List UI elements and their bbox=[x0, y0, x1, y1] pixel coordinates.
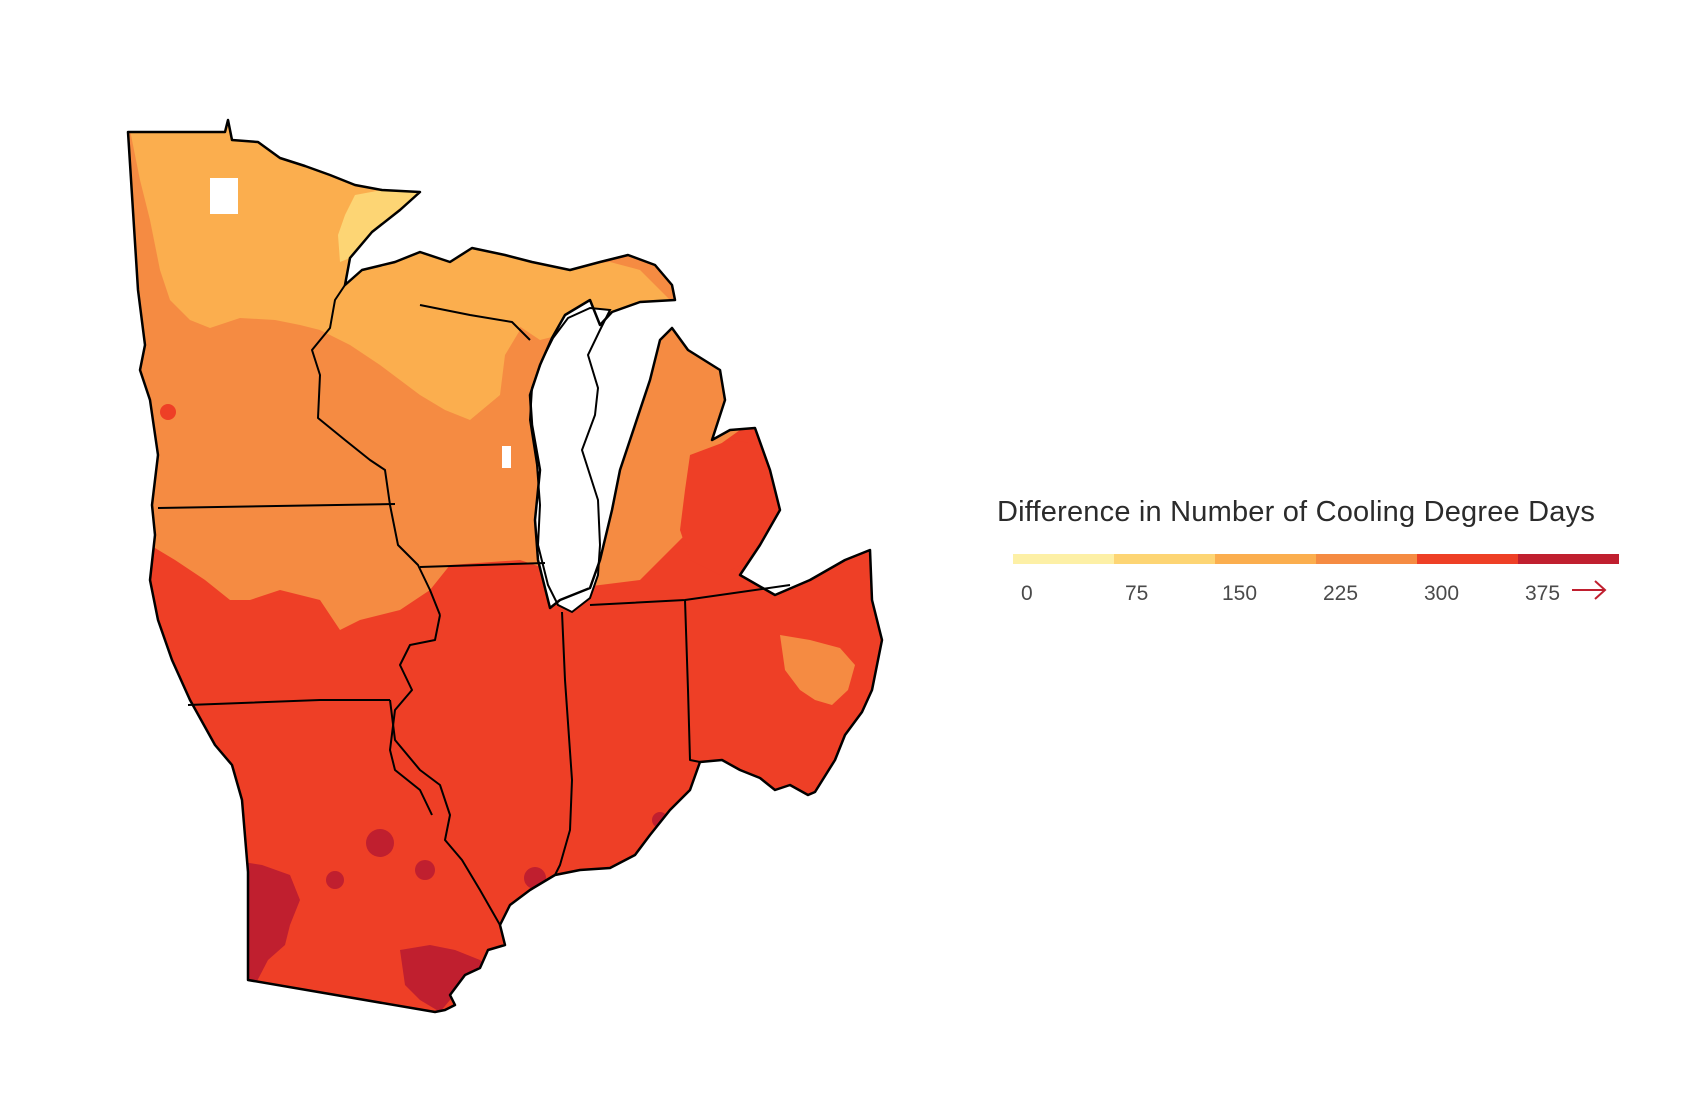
zone-deep-red-spot bbox=[326, 871, 344, 889]
border-mo-il bbox=[389, 699, 501, 926]
border-il-in bbox=[554, 611, 573, 876]
legend-swatch bbox=[1316, 554, 1417, 564]
legend-ticks: 0 75 150 225 300 375 bbox=[1013, 582, 1653, 612]
legend-tick: 0 bbox=[1021, 582, 1033, 605]
border-wi-il bbox=[419, 562, 546, 568]
border-in-oh bbox=[684, 599, 701, 763]
region-outline bbox=[126, 118, 884, 1014]
zone-no-data bbox=[502, 446, 511, 468]
border-ia-mo bbox=[187, 699, 390, 706]
zone-red-mi-thumb bbox=[680, 440, 780, 575]
legend-tick: 375 bbox=[1525, 582, 1561, 605]
zone-deep-red-bootheel bbox=[400, 945, 495, 1012]
legend-tick: 300 bbox=[1424, 582, 1460, 605]
legend-tick: 150 bbox=[1222, 582, 1258, 605]
legend-tick: 225 bbox=[1323, 582, 1359, 605]
border-wi-mi-up bbox=[419, 304, 531, 341]
legend-swatch bbox=[1417, 554, 1518, 564]
zone-red-spot-mi bbox=[613, 383, 627, 397]
legend-swatch bbox=[1114, 554, 1215, 564]
zone-light-orange-mi-up bbox=[410, 250, 670, 340]
legend-swatch bbox=[1013, 554, 1114, 564]
zone-deep-red-spot bbox=[366, 829, 394, 857]
legend-color-bar bbox=[1013, 554, 1619, 564]
border-mn-ia bbox=[157, 503, 396, 509]
border-mi-in-oh bbox=[589, 584, 791, 606]
zone-deep-red-spot bbox=[415, 860, 435, 880]
legend-swatch bbox=[1215, 554, 1316, 564]
legend-swatch bbox=[1518, 554, 1619, 564]
state-borders bbox=[157, 284, 791, 926]
legend-tick: 75 bbox=[1125, 582, 1149, 605]
zone-no-data bbox=[210, 178, 238, 214]
legend: Difference in Number of Cooling Degree D… bbox=[997, 496, 1677, 605]
zone-pale-arrowhead bbox=[338, 190, 420, 262]
temperature-zones bbox=[128, 120, 882, 1012]
legend-title: Difference in Number of Cooling Degree D… bbox=[997, 496, 1596, 528]
right-arrow-icon bbox=[1572, 580, 1607, 600]
lake-michigan bbox=[528, 306, 612, 614]
zone-orange-ohio-east bbox=[780, 635, 855, 705]
border-mn-wi bbox=[311, 284, 441, 616]
border-ia-il bbox=[389, 614, 441, 816]
zone-red-spot-mn bbox=[160, 404, 176, 420]
